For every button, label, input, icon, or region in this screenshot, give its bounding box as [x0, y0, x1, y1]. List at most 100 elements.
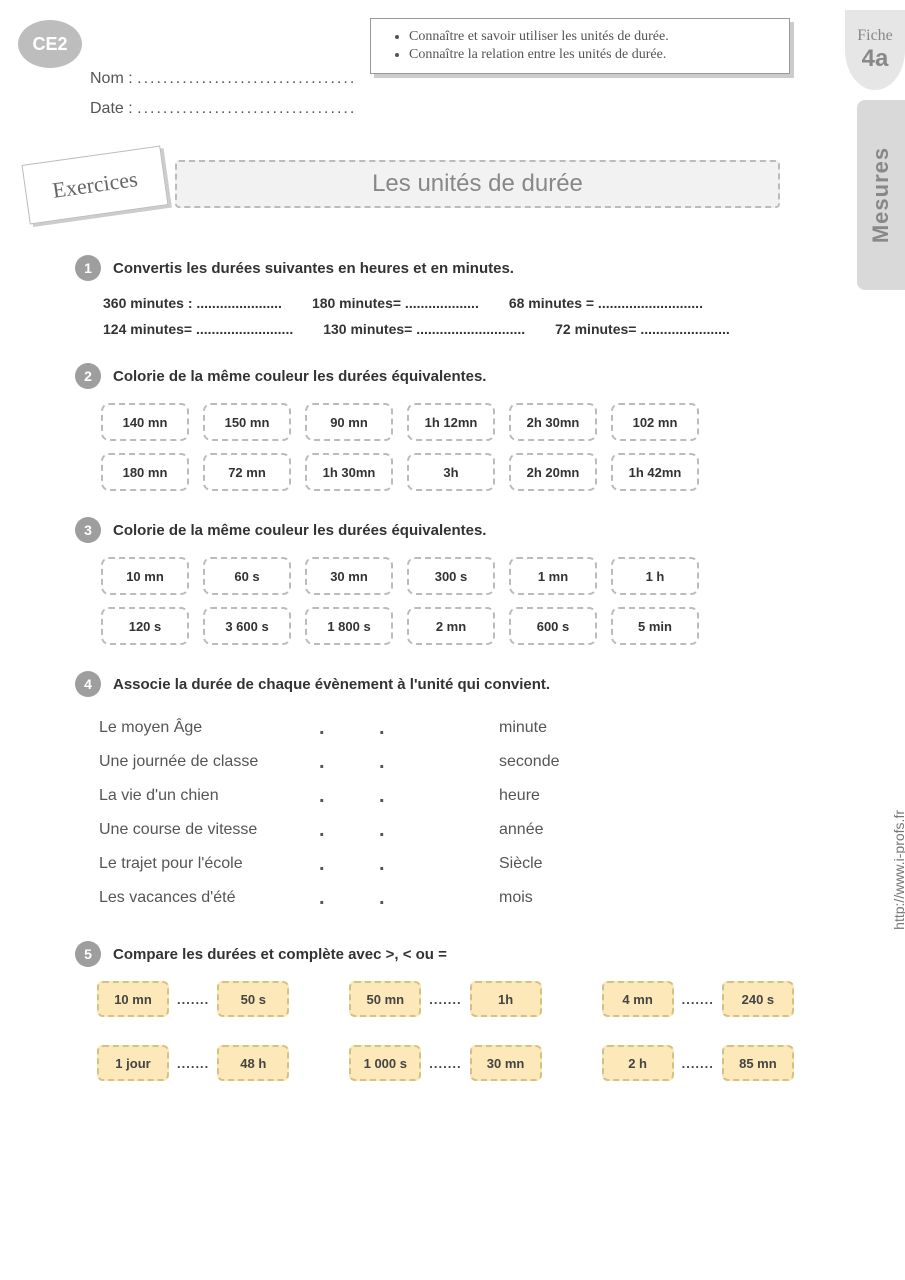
duration-box[interactable]: 2h 30mn [509, 403, 597, 441]
duration-box[interactable]: 2h 20mn [509, 453, 597, 491]
exercise-1: 1 Convertis les durées suivantes en heur… [75, 255, 835, 337]
bullet-icon: . [379, 819, 499, 842]
bullet-icon: . [379, 785, 499, 808]
ex1-item[interactable]: 68 minutes = ........................... [509, 295, 703, 311]
compare-pair: 10 mn....... 50 s [97, 981, 289, 1017]
match-left: La vie d'un chien [99, 787, 319, 805]
match-right: minute [499, 719, 547, 737]
nom-field[interactable]: .................................. [137, 70, 356, 87]
ex1-row-2: 124 minutes= ......................... 1… [75, 321, 835, 337]
duration-box[interactable]: 150 mn [203, 403, 291, 441]
match-left: Le trajet pour l'école [99, 855, 319, 873]
ex3-row-1: 10 mn 60 s 30 mn 300 s 1 mn 1 h [75, 557, 835, 595]
compare-box: 50 s [217, 981, 289, 1017]
date-field[interactable]: .................................. [137, 100, 356, 117]
exercise-5-number: 5 [75, 941, 101, 967]
ex1-item[interactable]: 130 minutes= ...........................… [323, 321, 525, 337]
duration-box[interactable]: 1h 12mn [407, 403, 495, 441]
duration-box[interactable]: 2 mn [407, 607, 495, 645]
ex3-row-2: 120 s 3 600 s 1 800 s 2 mn 600 s 5 min [75, 607, 835, 645]
compare-box: 85 mn [722, 1045, 794, 1081]
match-left: Les vacances d'été [99, 889, 319, 907]
exercise-5-instruction: Compare les durées et complète avec >, <… [113, 946, 447, 963]
ex1-item[interactable]: 360 minutes : ...................... [103, 295, 282, 311]
exercices-card: Exercices [22, 146, 169, 225]
compare-answer-field[interactable]: ....... [429, 992, 461, 1007]
exercise-3: 3 Colorie de la même couleur les durées … [75, 517, 835, 645]
match-left: Une course de vitesse [99, 821, 319, 839]
exercise-5: 5 Compare les durées et complète avec >,… [75, 941, 835, 1081]
duration-box[interactable]: 10 mn [101, 557, 189, 595]
duration-box[interactable]: 1 800 s [305, 607, 393, 645]
match-right: seconde [499, 753, 560, 771]
worksheet-page: CE2 Nom : ..............................… [0, 0, 905, 1280]
duration-box[interactable]: 3h [407, 453, 495, 491]
exercise-4: 4 Associe la durée de chaque évènement à… [75, 671, 835, 915]
ex1-item[interactable]: 72 minutes= ....................... [555, 321, 730, 337]
name-date-block: Nom : ..................................… [90, 70, 356, 130]
match-right: année [499, 821, 544, 839]
duration-box[interactable]: 1h 42mn [611, 453, 699, 491]
match-row: Le trajet pour l'école..Siècle [99, 847, 835, 881]
compare-box: 1 jour [97, 1045, 169, 1081]
duration-box[interactable]: 600 s [509, 607, 597, 645]
bullet-icon: . [319, 819, 379, 842]
compare-answer-field[interactable]: ....... [177, 1056, 209, 1071]
compare-answer-field[interactable]: ....... [682, 992, 714, 1007]
exercise-4-instruction: Associe la durée de chaque évènement à l… [113, 676, 550, 693]
compare-pair: 4 mn.......240 s [602, 981, 794, 1017]
match-row: Les vacances d'été..mois [99, 881, 835, 915]
date-label: Date : [90, 100, 133, 117]
compare-pair: 1 jour.......48 h [97, 1045, 289, 1081]
compare-answer-field[interactable]: ....... [429, 1056, 461, 1071]
exercise-2-instruction: Colorie de la même couleur les durées éq… [113, 368, 486, 385]
ex2-row-1: 140 mn 150 mn 90 mn 1h 12mn 2h 30mn 102 mn [75, 403, 835, 441]
bullet-icon: . [319, 853, 379, 876]
match-left: Le moyen Âge [99, 719, 319, 737]
bullet-icon: . [379, 887, 499, 910]
compare-pair: 50 mn.......1h [349, 981, 541, 1017]
compare-box: 1 000 s [349, 1045, 421, 1081]
compare-answer-field[interactable]: ....... [177, 992, 209, 1007]
duration-box[interactable]: 90 mn [305, 403, 393, 441]
fiche-number: 4a [862, 45, 889, 73]
duration-box[interactable]: 120 s [101, 607, 189, 645]
compare-answer-field[interactable]: ....... [682, 1056, 714, 1071]
duration-box[interactable]: 1h 30mn [305, 453, 393, 491]
bullet-icon: . [319, 717, 379, 740]
duration-box[interactable]: 3 600 s [203, 607, 291, 645]
duration-box[interactable]: 300 s [407, 557, 495, 595]
compare-pair: 1 000 s.......30 mn [349, 1045, 541, 1081]
duration-box[interactable]: 1 mn [509, 557, 597, 595]
bullet-icon: . [319, 785, 379, 808]
exercise-2: 2 Colorie de la même couleur les durées … [75, 363, 835, 491]
exercise-3-number: 3 [75, 517, 101, 543]
duration-box[interactable]: 140 mn [101, 403, 189, 441]
match-right: heure [499, 787, 540, 805]
content-area: 1 Convertis les durées suivantes en heur… [75, 255, 835, 1107]
match-row: Le moyen Âge..minute [99, 711, 835, 745]
compare-box: 10 mn [97, 981, 169, 1017]
duration-box[interactable]: 180 mn [101, 453, 189, 491]
ex1-item[interactable]: 180 minutes= ................... [312, 295, 479, 311]
ex1-row-1: 360 minutes : ...................... 180… [75, 295, 835, 311]
bullet-icon: . [319, 887, 379, 910]
match-left: Une journée de classe [99, 753, 319, 771]
nom-label: Nom : [90, 70, 133, 87]
page-title: Les unités de durée [175, 160, 780, 208]
ex1-item[interactable]: 124 minutes= ......................... [103, 321, 293, 337]
duration-box[interactable]: 102 mn [611, 403, 699, 441]
compare-pair: 2 h.......85 mn [602, 1045, 794, 1081]
duration-box[interactable]: 30 mn [305, 557, 393, 595]
match-row: Une journée de classe..seconde [99, 745, 835, 779]
match-right: Siècle [499, 855, 543, 873]
duration-box[interactable]: 5 min [611, 607, 699, 645]
match-row: Une course de vitesse..année [99, 813, 835, 847]
exercise-1-number: 1 [75, 255, 101, 281]
duration-box[interactable]: 1 h [611, 557, 699, 595]
objective-1: Connaître et savoir utiliser les unités … [409, 29, 775, 45]
level-badge: CE2 [18, 20, 82, 68]
duration-box[interactable]: 60 s [203, 557, 291, 595]
duration-box[interactable]: 72 mn [203, 453, 291, 491]
side-tab-mesures: Mesures [857, 100, 905, 290]
